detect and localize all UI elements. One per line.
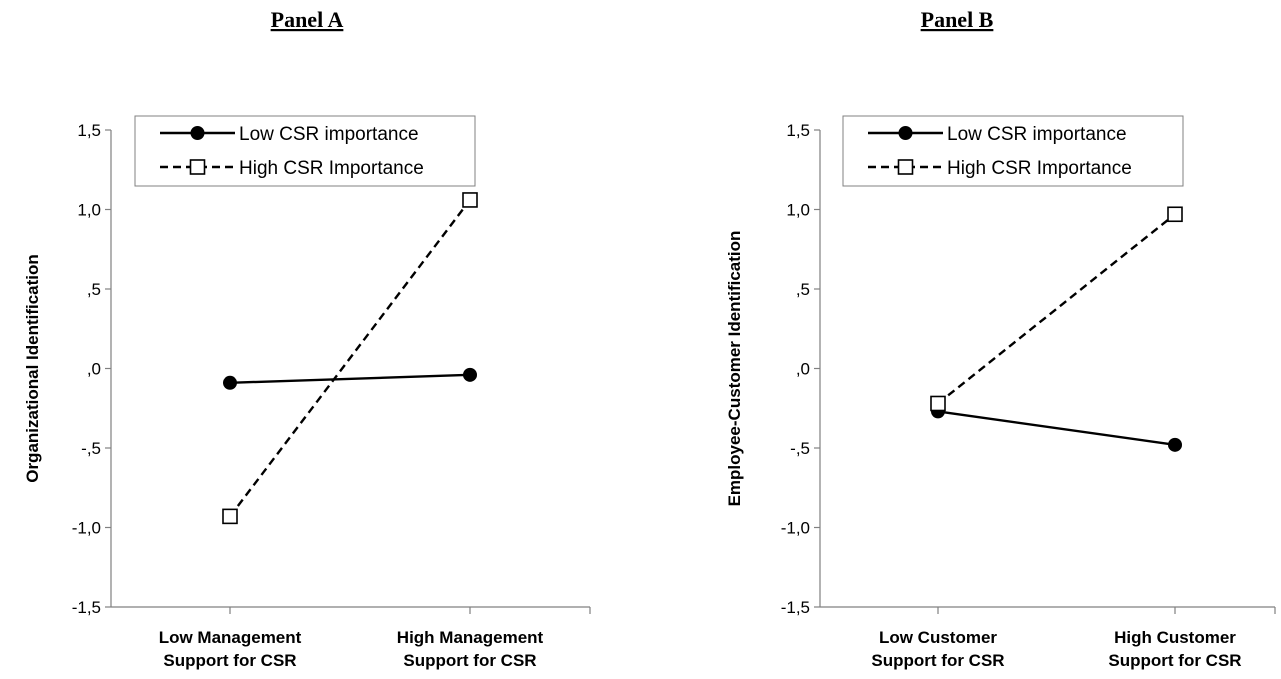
- panel-b-category-label: Support for CSR: [871, 651, 1004, 670]
- panel-a-legend-marker: [189, 159, 206, 175]
- panel-b-y-tick-label: -1,5: [781, 598, 810, 617]
- panel-b-series-line-high: [937, 213, 1176, 405]
- panel-a-y-tick-label: ,5: [87, 280, 101, 299]
- panel-b-y-tick-label: 1,0: [786, 201, 810, 220]
- panel-b-legend-label: High CSR Importance: [947, 158, 1132, 179]
- panel-b-y-tick-label: ,0: [796, 360, 810, 379]
- panel-a-data-point-high: [222, 508, 238, 525]
- panel-a-y-tick-label: -1,0: [72, 519, 101, 538]
- panel-a-category-label: Support for CSR: [163, 651, 296, 670]
- panel-b-legend: Low CSR importance High CSR Importance: [842, 115, 1184, 187]
- panel-a-category-label: High Management: [397, 628, 544, 647]
- panel-a-series-line-low: [229, 373, 471, 385]
- panel-a-legend: Low CSR importance High CSR Importance: [134, 115, 476, 187]
- panel-b-y-tick-label: ,5: [796, 280, 810, 299]
- panel-a-y-tick-label: 1,0: [77, 201, 101, 220]
- panel-b-legend-marker: [898, 126, 913, 140]
- panel-a-y-tick-label: -1,5: [72, 598, 101, 617]
- panel-a-y-tick-label: -,5: [81, 439, 101, 458]
- panel-b-data-point-high: [1167, 206, 1183, 223]
- panel-a-y-axis-label: Organizational Identification: [23, 254, 42, 483]
- panel-b-category-label: Low Customer: [879, 628, 997, 647]
- panel-a-data-point-low: [223, 375, 237, 390]
- panel-a-y-tick-label: 1,5: [77, 121, 101, 140]
- panel-b-y-tick-label: -,5: [790, 439, 810, 458]
- panel-b-data-point-low: [1168, 437, 1182, 452]
- panel-b-y-tick-label: 1,5: [786, 121, 810, 140]
- panel-a-title: Panel A: [271, 7, 344, 32]
- panel-b-series-line-low: [937, 410, 1176, 447]
- panel-b-category-label: Support for CSR: [1108, 651, 1241, 670]
- panel-b-title: Panel B: [921, 7, 994, 32]
- panel-b-data-point-high: [930, 395, 946, 412]
- panel-b-legend-marker: [897, 159, 914, 175]
- panel-a-legend-marker: [190, 126, 205, 140]
- panel-a-y-tick-label: ,0: [87, 360, 101, 379]
- panel-a-legend-label: Low CSR importance: [239, 124, 419, 145]
- panel-a-data-point-high: [462, 192, 478, 208]
- panel-b-category-label: High Customer: [1114, 628, 1236, 647]
- panel-a-category-label: Support for CSR: [403, 651, 536, 670]
- panel-a-chart: Panel A 1,5 1,0 ,5 ,0 -,5 -1,0 -1,5 Low Manageme…: [23, 7, 591, 670]
- panel-b-legend-label: Low CSR importance: [947, 124, 1127, 145]
- panel-a-series-line-high: [229, 199, 471, 518]
- panel-b-y-axis-label: Employee-Customer Identification: [725, 231, 744, 507]
- panel-b-y-tick-label: -1,0: [781, 519, 810, 538]
- panel-b-chart: Panel B 1,5 1,0 ,5 ,0 -,5 -1,0 -1,5 Low Customer…: [725, 7, 1276, 670]
- panel-a-legend-label: High CSR Importance: [239, 158, 424, 179]
- panel-a-data-point-low: [463, 367, 477, 382]
- panel-a-category-label: Low Management: [159, 628, 302, 647]
